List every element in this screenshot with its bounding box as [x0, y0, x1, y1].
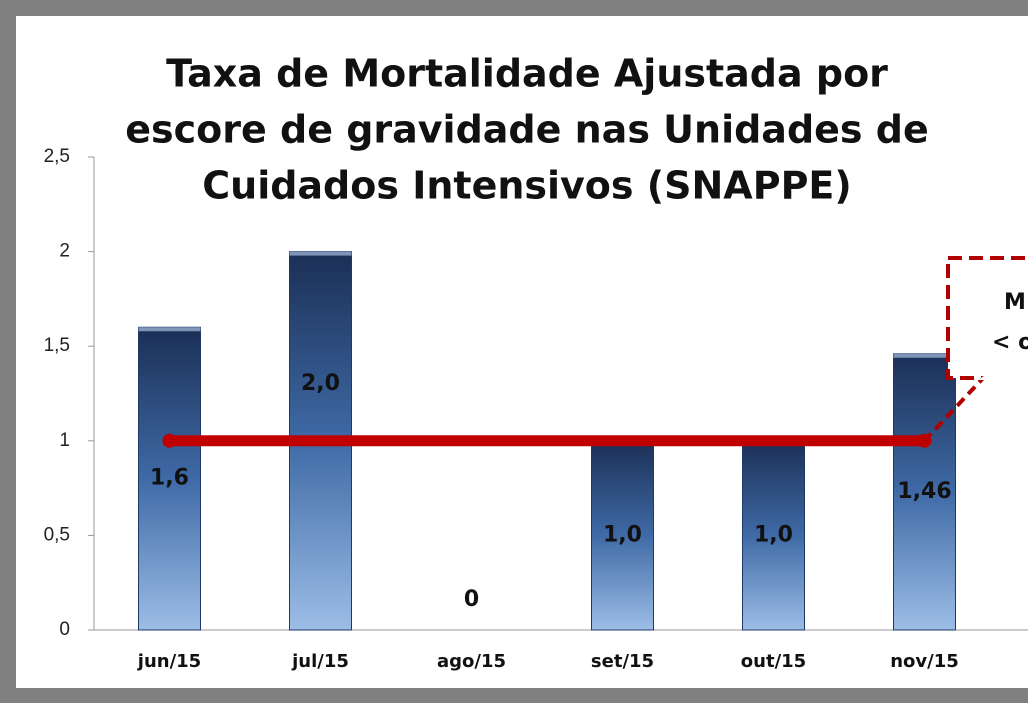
chart-title: escore de gravidade nas Unidades de	[125, 108, 929, 152]
x-tick-label: ago/15	[437, 651, 506, 672]
callout-box	[946, 256, 1028, 380]
annotation: M	[1004, 290, 1026, 315]
value-label: 2,0	[301, 371, 340, 396]
bar	[742, 440, 805, 631]
value-label: 0	[464, 587, 479, 612]
y-tick-label: 1,5	[44, 335, 70, 356]
x-tick-label: set/15	[591, 651, 654, 672]
chart-title: Cuidados Intensivos (SNAPPE)	[202, 164, 852, 208]
x-tick-label: out/15	[741, 651, 806, 672]
y-tick-label: 2	[59, 241, 70, 262]
bar-top	[289, 251, 352, 256]
y-tick-label: 1	[59, 430, 70, 451]
callout-cover	[978, 346, 1028, 380]
y-tick-label: 0,5	[44, 524, 70, 545]
bar	[893, 353, 956, 631]
value-label: 1,0	[603, 522, 642, 547]
value-label: 1,6	[150, 466, 189, 491]
bar-top	[138, 327, 201, 332]
x-tick-label: jul/15	[291, 651, 349, 672]
y-tick-label: 2,5	[44, 146, 70, 167]
x-tick-label: jun/15	[137, 651, 201, 672]
value-label: 1,0	[754, 522, 793, 547]
y-tick-label: 0	[59, 619, 70, 640]
chart-title: Taxa de Mortalidade Ajustada por	[166, 52, 888, 96]
bar-top	[893, 353, 956, 358]
annotation: < o	[992, 330, 1028, 355]
bar	[591, 440, 654, 631]
x-tick-label: nov/15	[890, 651, 959, 672]
bar	[138, 326, 201, 631]
target-point	[162, 433, 177, 448]
value-label: 1,46	[897, 479, 951, 504]
